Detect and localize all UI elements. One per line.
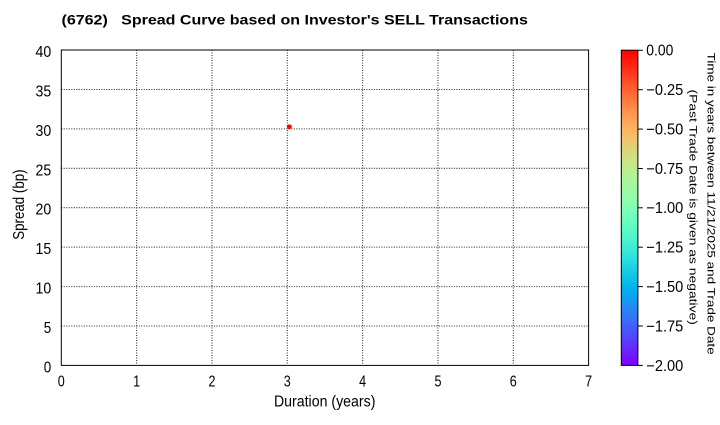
svg-text:5: 5 xyxy=(44,320,52,337)
svg-text:0: 0 xyxy=(58,374,65,391)
svg-text:−1.50: −1.50 xyxy=(646,279,683,296)
svg-text:20: 20 xyxy=(36,202,52,219)
svg-text:3: 3 xyxy=(284,374,291,391)
svg-text:25: 25 xyxy=(36,162,52,179)
svg-text:30: 30 xyxy=(36,123,52,140)
svg-text:(Past Trade Date is given as n: (Past Trade Date is given as negative) xyxy=(687,90,699,326)
svg-text:−2.00: −2.00 xyxy=(646,358,683,375)
svg-text:0: 0 xyxy=(44,359,52,376)
svg-text:5: 5 xyxy=(434,374,441,391)
svg-text:(6762) Spread Curve based on: (6762) Spread Curve based on Investor's … xyxy=(62,12,529,28)
svg-text:40: 40 xyxy=(36,44,52,61)
svg-text:0.00: 0.00 xyxy=(646,43,673,60)
svg-text:−1.25: −1.25 xyxy=(646,240,683,257)
svg-text:15: 15 xyxy=(36,241,52,258)
svg-text:1: 1 xyxy=(133,374,140,391)
svg-text:4: 4 xyxy=(359,374,366,391)
svg-text:−1.00: −1.00 xyxy=(646,200,683,217)
svg-text:2: 2 xyxy=(208,374,215,391)
svg-text:−0.25: −0.25 xyxy=(646,82,683,99)
svg-text:Spread (bp): Spread (bp) xyxy=(11,169,28,239)
svg-text:−0.50: −0.50 xyxy=(646,122,683,139)
svg-text:35: 35 xyxy=(36,84,52,101)
svg-text:6: 6 xyxy=(510,374,517,391)
svg-text:Duration (years): Duration (years) xyxy=(274,393,376,410)
svg-text:Time in years between 11/21/20: Time in years between 11/21/2025 and Tra… xyxy=(705,53,717,355)
svg-text:−0.75: −0.75 xyxy=(646,161,683,178)
svg-text:7: 7 xyxy=(585,374,592,391)
svg-text:10: 10 xyxy=(36,281,52,298)
svg-text:−1.75: −1.75 xyxy=(646,318,683,335)
